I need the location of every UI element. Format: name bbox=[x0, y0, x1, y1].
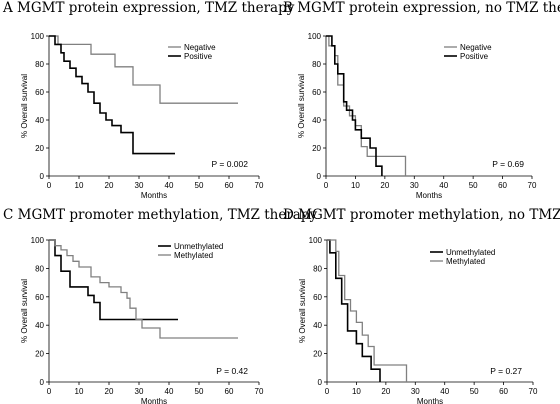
x-tick-label: 60 bbox=[225, 387, 234, 396]
x-tick-label: 10 bbox=[75, 181, 84, 190]
x-tick-label: 60 bbox=[498, 181, 507, 190]
panel-c: C MGMT promoter methylation, TMZ therapy… bbox=[3, 207, 317, 404]
series-line-positive bbox=[49, 35, 175, 155]
series-line-methylated bbox=[49, 239, 238, 339]
y-axis-label: % Overall survival bbox=[20, 74, 29, 138]
x-tick-label: 50 bbox=[195, 181, 204, 190]
series-line-unmethylated bbox=[327, 239, 381, 382]
x-tick-label: 30 bbox=[135, 387, 144, 396]
y-tick-label: 80 bbox=[313, 264, 322, 273]
y-tick-label: 80 bbox=[312, 60, 321, 69]
y-tick-label: 80 bbox=[35, 60, 44, 69]
legend-label: Methylated bbox=[174, 251, 213, 260]
y-tick-label: 0 bbox=[318, 378, 323, 387]
y-tick-label: 20 bbox=[313, 350, 322, 359]
y-tick-label: 40 bbox=[35, 116, 44, 125]
y-tick-label: 40 bbox=[312, 116, 321, 125]
x-tick-label: 10 bbox=[75, 387, 84, 396]
x-tick-label: 40 bbox=[165, 387, 174, 396]
y-tick-label: 60 bbox=[35, 88, 44, 97]
y-axis-label: % Overall survival bbox=[297, 74, 306, 138]
x-tick-label: 0 bbox=[325, 387, 330, 396]
y-tick-label: 100 bbox=[31, 32, 45, 41]
x-tick-label: 10 bbox=[351, 181, 360, 190]
legend-label: Negative bbox=[460, 43, 492, 52]
x-tick-label: 10 bbox=[352, 387, 361, 396]
x-tick-label: 40 bbox=[165, 181, 174, 190]
y-tick-label: 0 bbox=[40, 172, 45, 181]
y-tick-label: 100 bbox=[308, 32, 322, 41]
legend-label: Methylated bbox=[446, 257, 485, 266]
y-tick-label: 0 bbox=[317, 172, 322, 181]
x-tick-label: 30 bbox=[410, 181, 419, 190]
panel-title: C MGMT promoter methylation, TMZ therapy bbox=[3, 207, 317, 223]
x-tick-label: 40 bbox=[440, 387, 449, 396]
x-tick-label: 50 bbox=[469, 181, 478, 190]
x-tick-label: 0 bbox=[47, 181, 52, 190]
x-tick-label: 70 bbox=[528, 181, 537, 190]
legend-label: Unmethylated bbox=[174, 242, 223, 251]
y-tick-label: 100 bbox=[31, 236, 45, 245]
series-line-methylated bbox=[327, 239, 408, 382]
panel-title: B MGMT protein expression, no TMZ therap… bbox=[283, 0, 560, 16]
x-axis-label: Months bbox=[141, 397, 167, 404]
y-tick-label: 60 bbox=[35, 293, 44, 302]
y-tick-label: 60 bbox=[313, 293, 322, 302]
x-tick-label: 70 bbox=[255, 387, 264, 396]
y-axis-label: % Overall survival bbox=[20, 279, 29, 343]
panel-a: A MGMT protein expression, TMZ therapy 0 2… bbox=[2, 0, 295, 200]
y-tick-label: 100 bbox=[309, 236, 323, 245]
x-tick-label: 30 bbox=[135, 181, 144, 190]
legend-label: Negative bbox=[184, 43, 216, 52]
x-axis-label: Months bbox=[417, 397, 443, 404]
panel-title: A MGMT protein expression, TMZ therapy bbox=[2, 0, 295, 16]
p-value: P = 0.002 bbox=[212, 159, 249, 169]
x-tick-label: 60 bbox=[499, 387, 508, 396]
x-tick-label: 50 bbox=[470, 387, 479, 396]
x-axis-label: Months bbox=[141, 191, 167, 200]
series-line-unmethylated bbox=[49, 239, 178, 321]
x-tick-label: 70 bbox=[255, 181, 264, 190]
x-tick-label: 40 bbox=[439, 181, 448, 190]
y-tick-label: 40 bbox=[313, 321, 322, 330]
legend-label: Unmethylated bbox=[446, 248, 495, 257]
panel-title: D MGMT promoter methylation, no TMZ ther… bbox=[283, 207, 560, 223]
x-tick-label: 20 bbox=[105, 181, 114, 190]
x-tick-label: 70 bbox=[529, 387, 538, 396]
p-value: P = 0.69 bbox=[492, 159, 524, 169]
y-tick-label: 0 bbox=[40, 378, 45, 387]
y-tick-label: 80 bbox=[35, 264, 44, 273]
x-tick-label: 20 bbox=[105, 387, 114, 396]
x-tick-label: 0 bbox=[47, 387, 52, 396]
legend-label: Positive bbox=[460, 52, 489, 61]
series-line-positive bbox=[326, 35, 383, 176]
x-tick-label: 50 bbox=[195, 387, 204, 396]
x-tick-label: 20 bbox=[381, 387, 390, 396]
y-tick-label: 60 bbox=[312, 88, 321, 97]
y-tick-label: 20 bbox=[312, 144, 321, 153]
legend-label: Positive bbox=[184, 52, 213, 61]
panel-d: D MGMT promoter methylation, no TMZ ther… bbox=[283, 207, 560, 404]
x-tick-label: 20 bbox=[380, 181, 389, 190]
y-tick-label: 20 bbox=[35, 350, 44, 359]
p-value: P = 0.42 bbox=[216, 366, 248, 376]
y-axis-label: % Overall survival bbox=[298, 279, 307, 343]
series-line-negative bbox=[326, 35, 407, 176]
panel-b: B MGMT protein expression, no TMZ therap… bbox=[283, 0, 560, 200]
x-tick-label: 60 bbox=[225, 181, 234, 190]
y-tick-label: 20 bbox=[35, 144, 44, 153]
x-tick-label: 0 bbox=[324, 181, 329, 190]
x-tick-label: 30 bbox=[411, 387, 420, 396]
x-axis-label: Months bbox=[416, 191, 442, 200]
p-value: P = 0.27 bbox=[490, 366, 522, 376]
y-tick-label: 40 bbox=[35, 321, 44, 330]
